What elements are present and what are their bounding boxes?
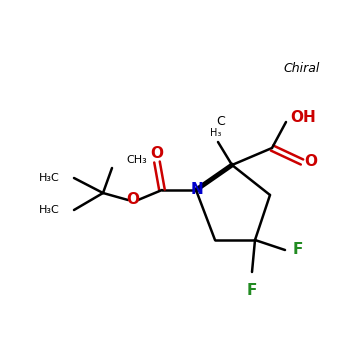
- Text: H₃C: H₃C: [39, 205, 60, 215]
- Text: OH: OH: [290, 110, 316, 125]
- Text: O: O: [304, 154, 317, 169]
- Text: CH₃: CH₃: [126, 155, 147, 165]
- Text: C: C: [217, 115, 225, 128]
- Text: O: O: [150, 146, 163, 161]
- Text: F: F: [247, 283, 257, 298]
- Text: F: F: [293, 243, 303, 258]
- Text: O: O: [126, 193, 140, 208]
- Text: N: N: [191, 182, 203, 197]
- Text: H₃C: H₃C: [39, 173, 60, 183]
- Text: H₃: H₃: [210, 128, 222, 138]
- Text: Chiral: Chiral: [284, 62, 320, 75]
